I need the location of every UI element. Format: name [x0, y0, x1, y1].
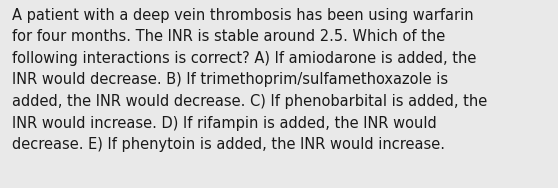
Text: A patient with a deep vein thrombosis has been using warfarin
for four months. T: A patient with a deep vein thrombosis ha… [12, 8, 488, 152]
